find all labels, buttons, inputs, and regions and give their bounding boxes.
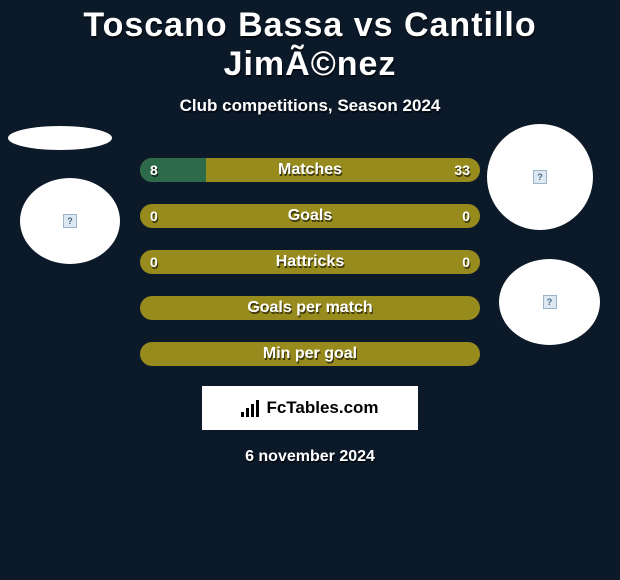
bar-label: Matches [278, 161, 342, 179]
avatar-left-2 [20, 178, 120, 264]
bar-value-right: 0 [462, 254, 470, 270]
bar-row: 8 33 Matches [140, 158, 480, 182]
bar-row: Goals per match [140, 296, 480, 320]
comparison-bars: 8 33 Matches 0 0 Goals 0 0 Hattricks Goals per ma… [140, 158, 480, 366]
logo-box: FcTables.com [202, 386, 418, 430]
bar-label: Goals [288, 207, 332, 225]
placeholder-icon [63, 214, 77, 228]
placeholder-icon [543, 295, 557, 309]
logo: FcTables.com [241, 398, 378, 418]
bar-value-left: 0 [150, 208, 158, 224]
bar-label: Goals per match [247, 299, 372, 317]
bar-value-right: 33 [454, 162, 470, 178]
bar-value-left: 8 [150, 162, 158, 178]
bar-row: Min per goal [140, 342, 480, 366]
bar-value-left: 0 [150, 254, 158, 270]
avatar-top-left [8, 126, 112, 150]
bar-row: 0 0 Hattricks [140, 250, 480, 274]
page-title: Toscano Bassa vs Cantillo JimÃ©nez [0, 0, 620, 84]
bar-value-right: 0 [462, 208, 470, 224]
date: 6 november 2024 [0, 448, 620, 466]
logo-chart-icon [241, 399, 259, 417]
bar-label: Min per goal [263, 345, 357, 363]
logo-text-label: FcTables.com [266, 398, 378, 418]
bar-label: Hattricks [276, 253, 344, 271]
bar-row: 0 0 Goals [140, 204, 480, 228]
avatar-right-2 [499, 259, 600, 345]
placeholder-icon [533, 170, 547, 184]
avatar-top-right [487, 124, 593, 230]
subtitle: Club competitions, Season 2024 [0, 96, 620, 116]
